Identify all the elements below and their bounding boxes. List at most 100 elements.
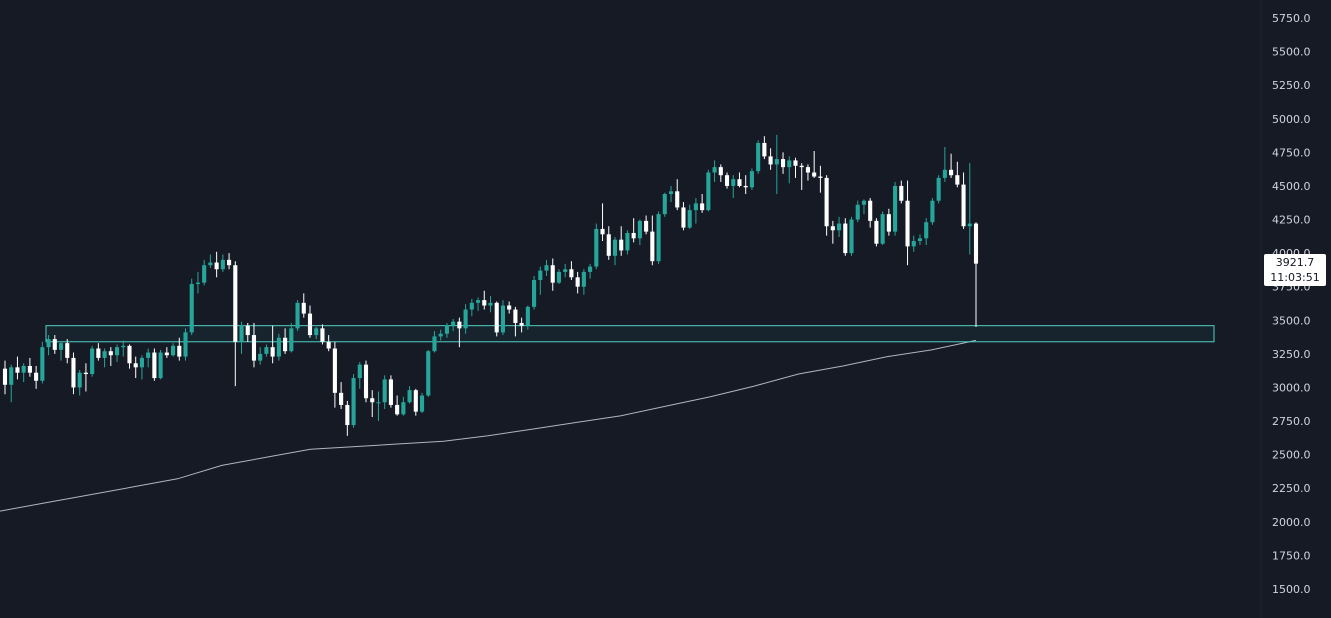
candle [208,254,213,268]
candle-body [183,332,188,357]
candle [693,198,698,224]
candle-body [227,259,232,266]
candle [227,253,232,270]
candle [681,202,686,231]
price-axis-tick: 2750.0 [1272,415,1311,428]
price-axis-tick: 5750.0 [1272,12,1311,25]
candle [114,344,120,362]
price-axis-tick: 5500.0 [1272,46,1311,59]
candle [550,258,555,291]
candle [762,136,767,160]
candle [837,216,842,237]
candle-body [668,191,674,195]
candle [662,192,667,217]
candle [606,226,611,260]
candle [749,168,754,190]
candle [650,215,655,266]
candle [718,164,723,182]
candle [712,160,717,182]
candle-body [606,234,611,256]
candle [83,363,88,392]
last-price-label: 3921.7 11:03:51 [1264,254,1326,286]
candle [812,151,817,178]
candle-body [780,159,786,168]
candle-body [121,345,126,348]
candle [818,165,823,193]
candle-body [419,395,425,412]
candle [320,324,325,345]
candle-body [619,239,624,251]
candle [295,300,300,332]
candle-body [762,142,767,157]
candle-body [233,265,238,342]
candle [351,374,356,428]
price-axis-tick: 3000.0 [1272,381,1311,394]
candle-body [2,368,8,385]
price-axis-tick: 2000.0 [1272,516,1311,529]
candle [880,211,885,246]
candle-body [861,200,867,205]
candle [202,259,207,286]
candle-body [139,357,144,368]
candle [276,333,281,361]
candle [52,335,57,354]
candle [967,163,972,255]
candle-body [874,220,879,244]
candle [893,181,898,236]
price-axis-tick: 3500.0 [1272,314,1311,327]
candle-body [245,325,250,336]
candle-body [195,282,201,285]
candle [388,375,393,408]
candle [942,146,947,182]
candle [855,200,860,223]
candle-body [65,343,70,358]
support-zone-rectangle[interactable] [45,325,1215,343]
candle [345,400,350,436]
candle-body [90,348,95,375]
candle-body [849,219,854,254]
candle [413,388,418,416]
candle [77,370,82,396]
price-axis-tick: 1250.0 [1272,617,1311,618]
candle-body [532,279,537,307]
candle-body [756,142,761,172]
candle [886,208,891,236]
candle-body [164,352,169,356]
candle [65,339,70,364]
candle-body [681,207,686,228]
candle [171,343,176,357]
candle-body [320,328,325,342]
candle [861,199,867,215]
candle-body [855,204,860,220]
candle-body [818,176,823,178]
candle-body [581,271,586,287]
candle [700,194,705,213]
candle-body [208,262,213,266]
candle [930,198,935,225]
candle [675,179,680,211]
candle-body [152,352,157,379]
candle-body [15,367,20,373]
candle [108,347,113,366]
candle [973,222,979,328]
price-axis-tick: 4250.0 [1272,214,1311,227]
candle [307,305,313,338]
candle-body [768,156,773,165]
candle-body [339,392,344,405]
candle-body [500,305,506,333]
candle-body [600,228,605,235]
candle [911,235,916,252]
candle [58,341,64,361]
candle-body [146,352,151,358]
candle [270,325,275,364]
candle-body [942,169,947,178]
candle-body [407,390,412,403]
candle [513,306,518,337]
candle [687,204,692,229]
candle [787,156,792,184]
candle-body [712,167,717,173]
candle [849,216,854,256]
candle-body [202,265,207,283]
